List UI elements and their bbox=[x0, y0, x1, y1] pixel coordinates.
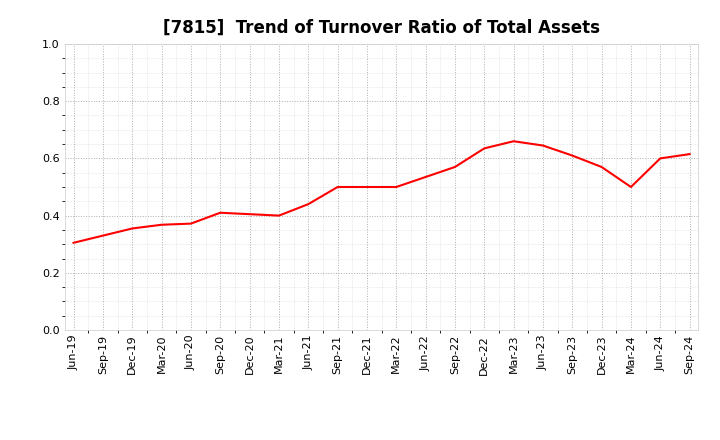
Title: [7815]  Trend of Turnover Ratio of Total Assets: [7815] Trend of Turnover Ratio of Total … bbox=[163, 19, 600, 37]
